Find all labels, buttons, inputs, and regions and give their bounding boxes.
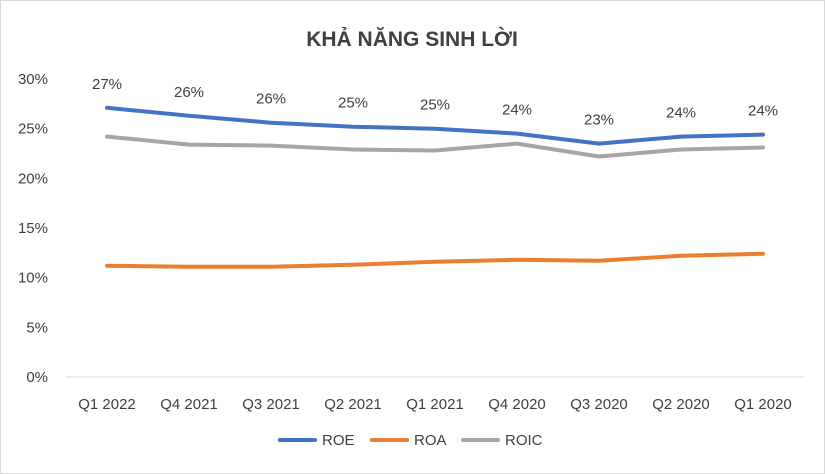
- data-label: 26%: [256, 91, 286, 108]
- y-tick-label: 10%: [18, 270, 48, 287]
- x-tick-label: Q4 2021: [160, 396, 218, 413]
- data-label: 25%: [420, 97, 450, 114]
- legend: ROE ROA ROIC: [278, 432, 543, 449]
- y-axis: 0% 5% 10% 15% 20% 25% 30%: [18, 71, 48, 386]
- data-label: 24%: [502, 102, 532, 119]
- data-label: 24%: [748, 103, 778, 120]
- legend-label-roa: ROA: [414, 432, 447, 449]
- y-tick-label: 30%: [18, 71, 48, 88]
- y-tick-label: 15%: [18, 220, 48, 237]
- x-tick-label: Q1 2022: [78, 396, 136, 413]
- data-label: 27%: [92, 76, 122, 93]
- chart-title: KHẢ NĂNG SINH LỜI: [306, 27, 518, 51]
- data-label: 24%: [666, 105, 696, 122]
- data-label: 26%: [174, 84, 204, 101]
- y-tick-label: 20%: [18, 170, 48, 187]
- legend-label-roe: ROE: [322, 432, 355, 449]
- data-label: 23%: [584, 112, 614, 129]
- y-tick-label: 5%: [26, 319, 48, 336]
- x-tick-label: Q2 2020: [652, 396, 710, 413]
- series-line-roe: [105, 105, 765, 146]
- y-tick-label: 0%: [26, 369, 48, 386]
- series-lines: [105, 105, 765, 269]
- data-labels: 27% 26% 26% 25% 25% 24% 23% 24% 24%: [92, 76, 778, 129]
- data-label: 25%: [338, 95, 368, 112]
- x-tick-label: Q2 2021: [324, 396, 382, 413]
- x-tick-label: Q1 2021: [406, 396, 464, 413]
- x-tick-label: Q4 2020: [488, 396, 546, 413]
- x-tick-label: Q3 2021: [242, 396, 300, 413]
- series-line-roa: [105, 251, 765, 269]
- legend-label-roic: ROIC: [505, 432, 543, 449]
- y-tick-label: 25%: [18, 121, 48, 138]
- series-line-roic: [105, 134, 765, 159]
- x-tick-label: Q3 2020: [570, 396, 628, 413]
- x-tick-label: Q1 2020: [734, 396, 792, 413]
- x-axis: Q1 2022 Q4 2021 Q3 2021 Q2 2021 Q1 2021 Q4 20…: [66, 376, 804, 413]
